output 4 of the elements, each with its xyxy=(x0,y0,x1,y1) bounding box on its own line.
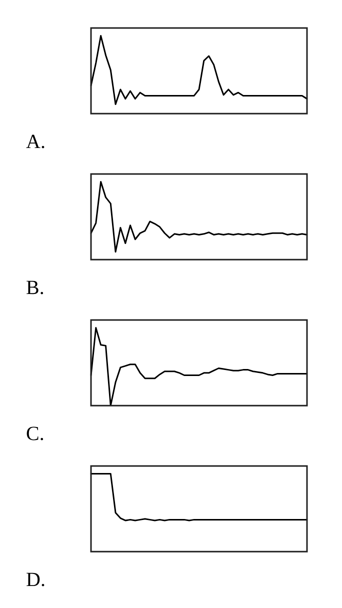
text: C. xyxy=(26,423,44,446)
text: B. xyxy=(26,277,44,300)
text: A. xyxy=(26,131,46,154)
text: D. xyxy=(26,569,46,592)
